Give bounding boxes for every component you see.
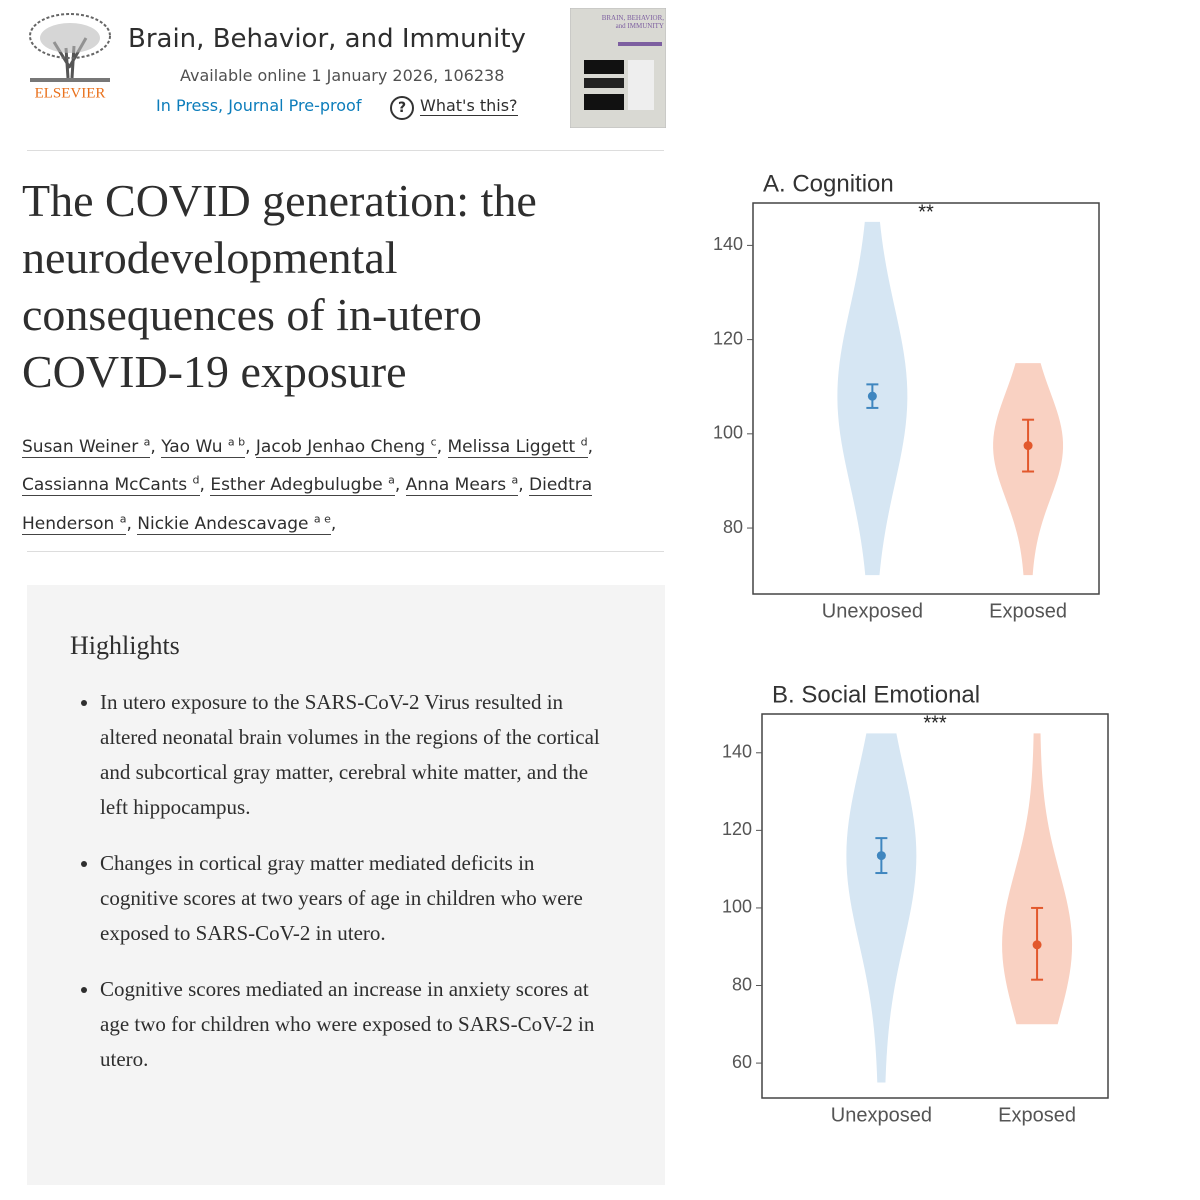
highlight-item: Changes in cortical gray matter mediated… — [100, 846, 600, 951]
y-tick-label: 60 — [732, 1052, 752, 1072]
x-tick-label: Exposed — [989, 600, 1067, 622]
affiliation: d — [580, 435, 588, 448]
affiliation: a — [388, 473, 395, 487]
status[interactable]: In Press, Journal Pre-proof — [156, 96, 362, 115]
significance: ** — [918, 201, 934, 223]
mean-point — [876, 851, 886, 861]
author-name: Susan Weiner — [22, 436, 139, 457]
violin — [846, 733, 917, 1083]
y-tick-label: 120 — [722, 819, 752, 839]
affiliation: a — [511, 473, 519, 487]
y-tick-label: 80 — [723, 517, 743, 537]
author[interactable]: Jacob Jenhao Cheng c — [255, 435, 437, 458]
violin — [1002, 733, 1073, 1025]
author-entry: Nickie Andescavage a e — [137, 512, 336, 535]
affiliation: a b — [227, 435, 246, 448]
y-tick-label: 100 — [722, 897, 752, 917]
highlights-heading: Highlights — [70, 631, 180, 660]
x-tick-label: Unexposed — [822, 600, 923, 622]
author[interactable]: Cassianna McCants d — [22, 473, 200, 497]
highlight-item: Cognitive scores mediated an increase in… — [100, 972, 600, 1077]
cover-title: BRAIN, BEHAVIOR, and IMMUNITY — [601, 14, 664, 30]
affiliation: a — [119, 512, 127, 526]
affiliation: a — [143, 435, 151, 448]
divider — [27, 551, 664, 552]
publisher-logo: ELSEVIER — [29, 13, 111, 101]
author-list: Susan Weiner a Yao Wu a b Jacob Jenhao Che… — [22, 425, 652, 541]
author-name: Jacob Jenhao Cheng — [255, 436, 426, 457]
y-tick-label: 80 — [732, 974, 752, 994]
author-entry: Jacob Jenhao Cheng c — [255, 435, 448, 458]
y-tick-label: 100 — [713, 423, 743, 443]
plot-frame — [752, 202, 1100, 595]
author-name: Yao Wu — [161, 436, 223, 457]
availability: Available online 1 January 2026, 106238 — [180, 66, 505, 85]
author-name: Melissa Liggett — [447, 436, 576, 457]
author[interactable]: Esther Adegbulugbe a — [210, 473, 395, 497]
mean-point — [1032, 940, 1042, 950]
author[interactable]: Diedtra Henderson a — [22, 475, 593, 535]
author-name: Esther Adegbulugbe — [210, 475, 383, 496]
x-tick-label: Unexposed — [831, 1104, 932, 1126]
author[interactable]: Susan Weiner a — [22, 435, 151, 458]
affiliation: d — [192, 473, 200, 487]
violin — [993, 363, 1064, 576]
mean-point — [1023, 441, 1033, 451]
help-icon[interactable]: ? — [390, 96, 414, 120]
author[interactable]: Melissa Liggett d — [447, 435, 588, 458]
affiliation: a e — [313, 512, 331, 526]
author-name: Nickie Andescavage — [137, 513, 309, 534]
x-tick-label: Exposed — [998, 1104, 1076, 1126]
author-entry: Anna Mears a — [405, 473, 529, 497]
plot-frame — [761, 713, 1109, 1099]
author-entry: Esther Adegbulugbe a — [210, 473, 406, 497]
mean-point — [867, 391, 877, 401]
author-entry: Yao Wu a b — [161, 435, 256, 458]
chart-title: B. Social Emotional — [772, 681, 980, 708]
author-entry: Susan Weiner a — [22, 435, 161, 458]
violin — [837, 221, 908, 576]
highlights-box: Highlights In utero exposure to the SARS… — [27, 585, 665, 1185]
publisher-name: ELSEVIER — [35, 85, 106, 101]
journal-name[interactable]: Brain, Behavior, and Immunity — [128, 24, 526, 54]
help-link[interactable]: What's this? — [420, 96, 518, 116]
author-entry: Melissa Liggett d — [447, 435, 593, 458]
author[interactable]: Anna Mears a — [405, 473, 519, 497]
author[interactable]: Yao Wu a b — [161, 435, 246, 458]
divider — [27, 150, 664, 151]
highlight-item: In utero exposure to the SARS-CoV-2 Viru… — [100, 685, 600, 825]
chart-title: A. Cognition — [763, 170, 894, 197]
author[interactable]: Nickie Andescavage a e — [137, 512, 331, 535]
affiliation: c — [430, 435, 437, 448]
y-tick-label: 140 — [713, 234, 743, 254]
author-name: Cassianna McCants — [22, 475, 188, 496]
author-entry: Cassianna McCants d — [22, 473, 210, 497]
y-tick-label: 120 — [713, 328, 743, 348]
y-tick-label: 140 — [722, 742, 752, 762]
significance: *** — [923, 712, 947, 734]
journal-cover[interactable]: BRAIN, BEHAVIOR, and IMMUNITY — [570, 8, 666, 128]
article-title: The COVID generation: the neurodevelopme… — [22, 175, 537, 397]
highlights-list: In utero exposure to the SARS-CoV-2 Viru… — [70, 685, 600, 1098]
author-name: Diedtra Henderson — [22, 475, 593, 534]
author-name: Anna Mears — [405, 475, 507, 496]
